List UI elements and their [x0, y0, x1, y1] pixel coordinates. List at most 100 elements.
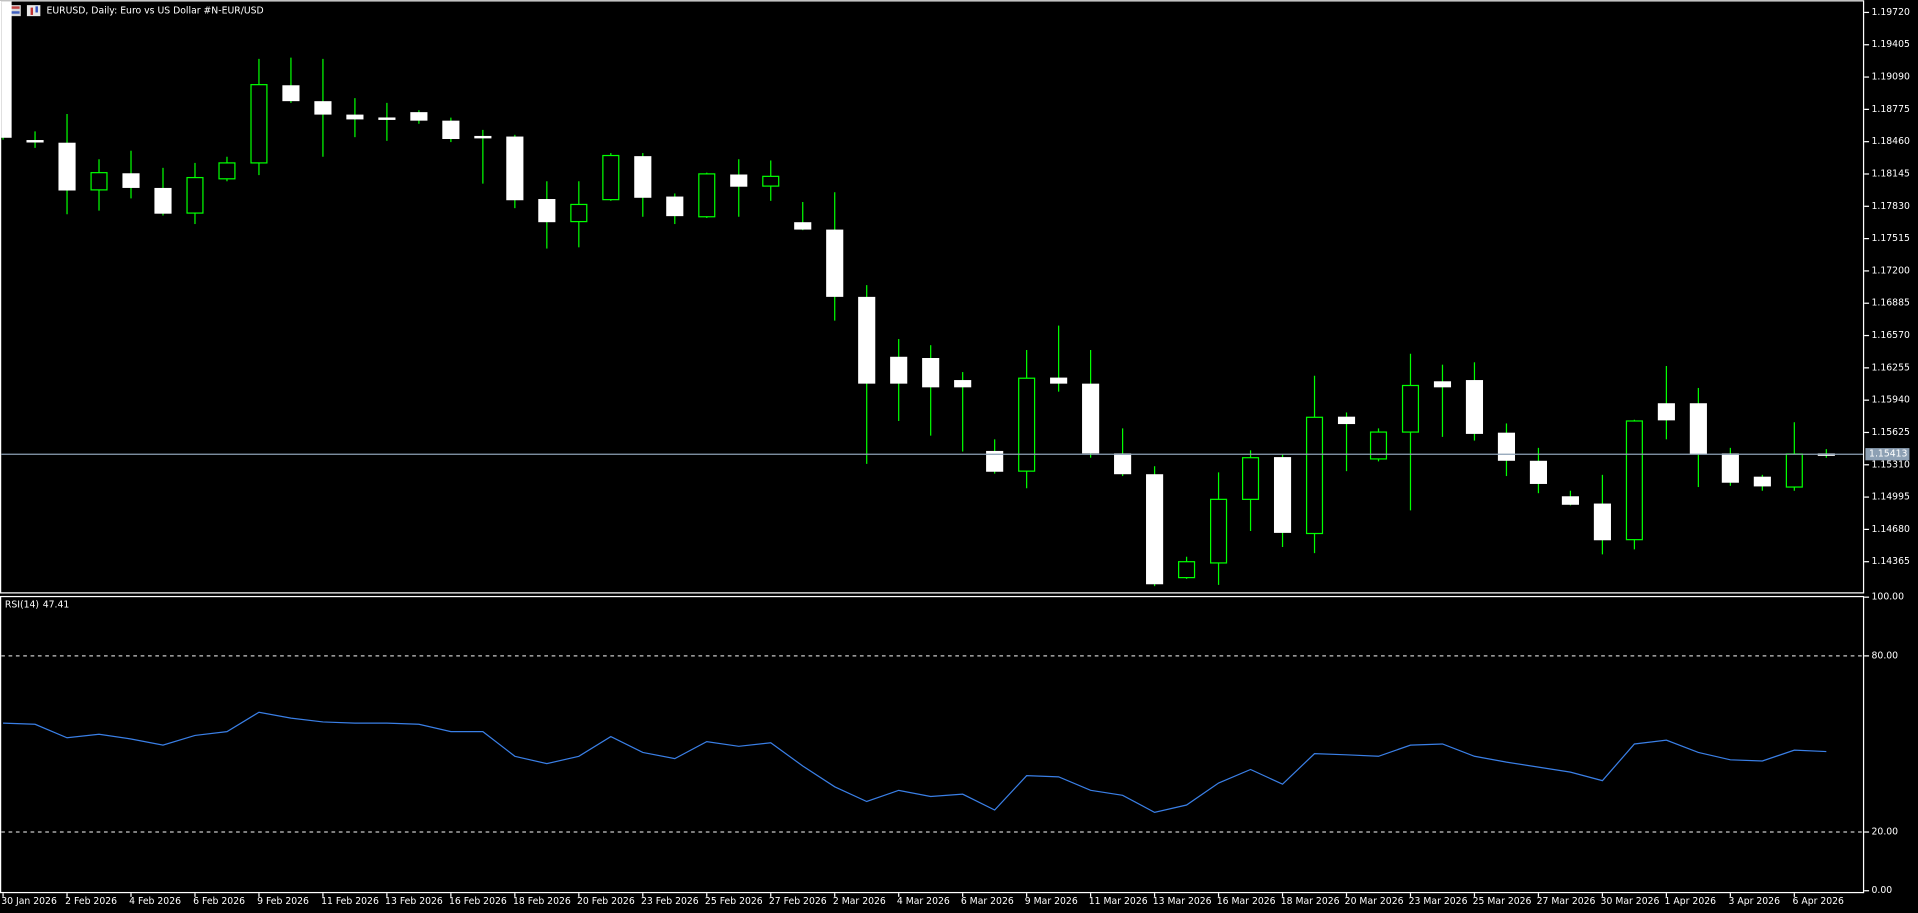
candle-body	[1593, 503, 1611, 541]
candle-body	[1305, 416, 1324, 535]
icon	[30, 7, 34, 15]
y-tick-label: 1.15310	[1872, 459, 1910, 470]
candle-body	[90, 172, 108, 191]
candle-body	[1, 1, 12, 138]
y-tick-label: 1.19090	[1872, 72, 1910, 83]
y-tick-label: 1.18460	[1872, 136, 1910, 147]
candle-body	[1082, 383, 1100, 454]
y-tick-label: 1.16570	[1872, 330, 1910, 341]
candle-body	[58, 142, 76, 191]
current-price-label: 1.15413	[1869, 449, 1907, 460]
candle-body	[314, 101, 332, 115]
candle-body	[538, 199, 556, 223]
candle-body	[1497, 432, 1516, 461]
candle-body	[698, 173, 716, 218]
candle-body	[1337, 416, 1356, 425]
icon	[7, 11, 20, 14]
y-tick-label: 1.16255	[1872, 362, 1910, 373]
x-tick-label: 1 Apr 2026	[1665, 896, 1717, 907]
rsi-panel-frame	[0, 595, 1865, 894]
icon	[35, 6, 38, 13]
candle-body	[474, 135, 492, 139]
candle-body	[1369, 431, 1388, 460]
y-tick-label: 1.15940	[1872, 395, 1910, 406]
candle-body	[1146, 474, 1164, 585]
candle-body	[378, 117, 396, 120]
candle-body	[1753, 476, 1771, 487]
x-tick-label: 23 Feb 2026	[641, 896, 699, 907]
candle-body	[282, 85, 300, 102]
rsi-title: RSI(14) 47.41	[5, 599, 69, 610]
y-tick-label: 1.15625	[1872, 427, 1910, 438]
y-tick-label: 1.16885	[1872, 298, 1910, 309]
x-tick-label: 25 Mar 2026	[1473, 896, 1532, 907]
y-tick-label: 1.14995	[1872, 492, 1910, 503]
x-tick-label: 20 Feb 2026	[577, 896, 635, 907]
candle-body	[1433, 381, 1452, 388]
candle-body	[666, 196, 684, 217]
rsi-plot	[1, 655, 1863, 833]
y-tick-label: 100.00	[1872, 592, 1905, 603]
rsi-line	[3, 711, 1827, 814]
candle-body	[1465, 380, 1484, 434]
y-tick-label: 20.00	[1872, 827, 1899, 838]
x-tick-label: 13 Feb 2026	[385, 896, 443, 907]
x-tick-label: 9 Mar 2026	[1025, 896, 1078, 907]
candle-body	[122, 173, 140, 188]
chart-title: EURUSD, Daily: Euro vs US Dollar #N-EUR/…	[46, 6, 263, 17]
y-tick-label: 1.18775	[1872, 104, 1910, 115]
candle-body	[506, 136, 524, 201]
candle-body	[762, 175, 780, 187]
candle-body	[826, 229, 844, 297]
candle-body	[954, 380, 972, 388]
x-tick-label: 18 Mar 2026	[1281, 896, 1340, 907]
x-tick-label: 25 Feb 2026	[705, 896, 763, 907]
candle-body	[410, 112, 428, 121]
x-tick-label: 18 Feb 2026	[513, 896, 571, 907]
y-tick-label: 1.17200	[1872, 265, 1910, 276]
symbol-icons	[6, 5, 41, 17]
price-panel-frame	[0, 0, 1865, 594]
candle-body	[1050, 377, 1068, 384]
y-tick-label: 1.17515	[1872, 233, 1910, 244]
x-tick-label: 30 Jan 2026	[1, 896, 57, 907]
candle-body	[1018, 377, 1036, 472]
x-tick-label: 23 Mar 2026	[1409, 896, 1468, 907]
y-tick-label: 1.17830	[1872, 201, 1910, 212]
candle-body	[858, 296, 876, 384]
rsi-current-value: 47.41	[43, 599, 70, 610]
x-tick-label: 20 Mar 2026	[1345, 896, 1404, 907]
candle-body	[634, 156, 652, 198]
x-tick-label: 6 Feb 2026	[193, 896, 245, 907]
x-tick-label: 2 Mar 2026	[833, 896, 886, 907]
x-tick-label: 9 Feb 2026	[257, 896, 309, 907]
x-tick-label: 11 Mar 2026	[1089, 896, 1148, 907]
candle-body	[1178, 561, 1196, 579]
x-tick-label: 16 Mar 2026	[1217, 896, 1276, 907]
x-tick-label: 4 Mar 2026	[897, 896, 950, 907]
rsi-name: RSI(14)	[5, 599, 39, 610]
x-tick-label: 27 Feb 2026	[769, 896, 827, 907]
candle-body	[602, 154, 620, 201]
candle-body	[1657, 403, 1675, 421]
y-tick-label: 1.19405	[1872, 39, 1910, 50]
icon	[6, 5, 21, 17]
x-tick-label: 11 Feb 2026	[321, 896, 379, 907]
y-tick-label: 1.19720	[1872, 7, 1910, 18]
candle-body	[1273, 457, 1292, 533]
x-tick-label: 16 Feb 2026	[449, 896, 507, 907]
x-tick-label: 3 Apr 2026	[1729, 896, 1781, 907]
candle-body	[1241, 457, 1260, 500]
y-tick-label: 1.18145	[1872, 168, 1910, 179]
x-tick-label: 30 Mar 2026	[1601, 896, 1660, 907]
candle-body	[794, 222, 812, 230]
x-tick-label: 13 Mar 2026	[1153, 896, 1212, 907]
candle-body	[890, 356, 908, 384]
x-tick-label: 27 Mar 2026	[1537, 896, 1596, 907]
candle-body	[1210, 498, 1228, 564]
y-tick-label: 1.14680	[1872, 524, 1910, 535]
candle-body	[346, 114, 364, 120]
current-price-box	[1865, 448, 1910, 461]
y-tick-label: 80.00	[1872, 650, 1899, 661]
